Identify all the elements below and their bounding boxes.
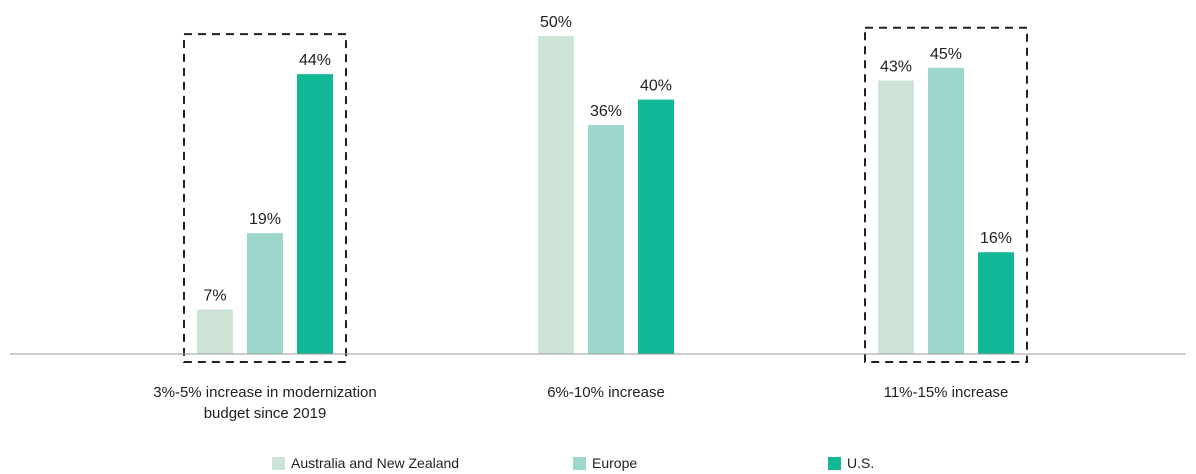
bar bbox=[538, 36, 574, 354]
bar bbox=[247, 233, 283, 354]
value-label: 43% bbox=[880, 59, 912, 76]
bar bbox=[928, 67, 964, 355]
x-tick-label: 11%-15% increase bbox=[883, 384, 1009, 401]
value-label: 36% bbox=[590, 103, 622, 120]
legend-swatch bbox=[573, 456, 586, 470]
legend-item: U.S. bbox=[828, 455, 874, 471]
bar bbox=[588, 125, 624, 354]
legend-item: Australia and New Zealand bbox=[272, 455, 459, 471]
x-tick-label: 3%-5% increase in modernization budget s… bbox=[153, 384, 377, 422]
legend-label: U.S. bbox=[847, 455, 875, 471]
legend-label: Australia and New Zealand bbox=[291, 455, 460, 471]
legend-swatch bbox=[828, 456, 841, 470]
highlight-box bbox=[864, 26, 1028, 364]
value-label: 40% bbox=[640, 78, 672, 95]
highlight-box bbox=[183, 33, 347, 363]
legend-swatch bbox=[272, 456, 285, 470]
bar bbox=[978, 252, 1014, 354]
value-label: 50% bbox=[540, 14, 572, 31]
value-label: 16% bbox=[980, 230, 1012, 247]
legend-label: Europe bbox=[592, 455, 638, 471]
bar bbox=[878, 80, 914, 355]
value-label: 7% bbox=[203, 287, 226, 304]
value-label: 19% bbox=[249, 211, 281, 228]
bar bbox=[197, 309, 233, 354]
value-label: 45% bbox=[930, 46, 962, 63]
legend-item: Europe bbox=[573, 455, 637, 471]
bar bbox=[297, 74, 333, 354]
bar bbox=[638, 99, 674, 354]
value-label: 44% bbox=[299, 52, 331, 69]
x-tick-label: 6%-10% increase bbox=[547, 384, 665, 401]
